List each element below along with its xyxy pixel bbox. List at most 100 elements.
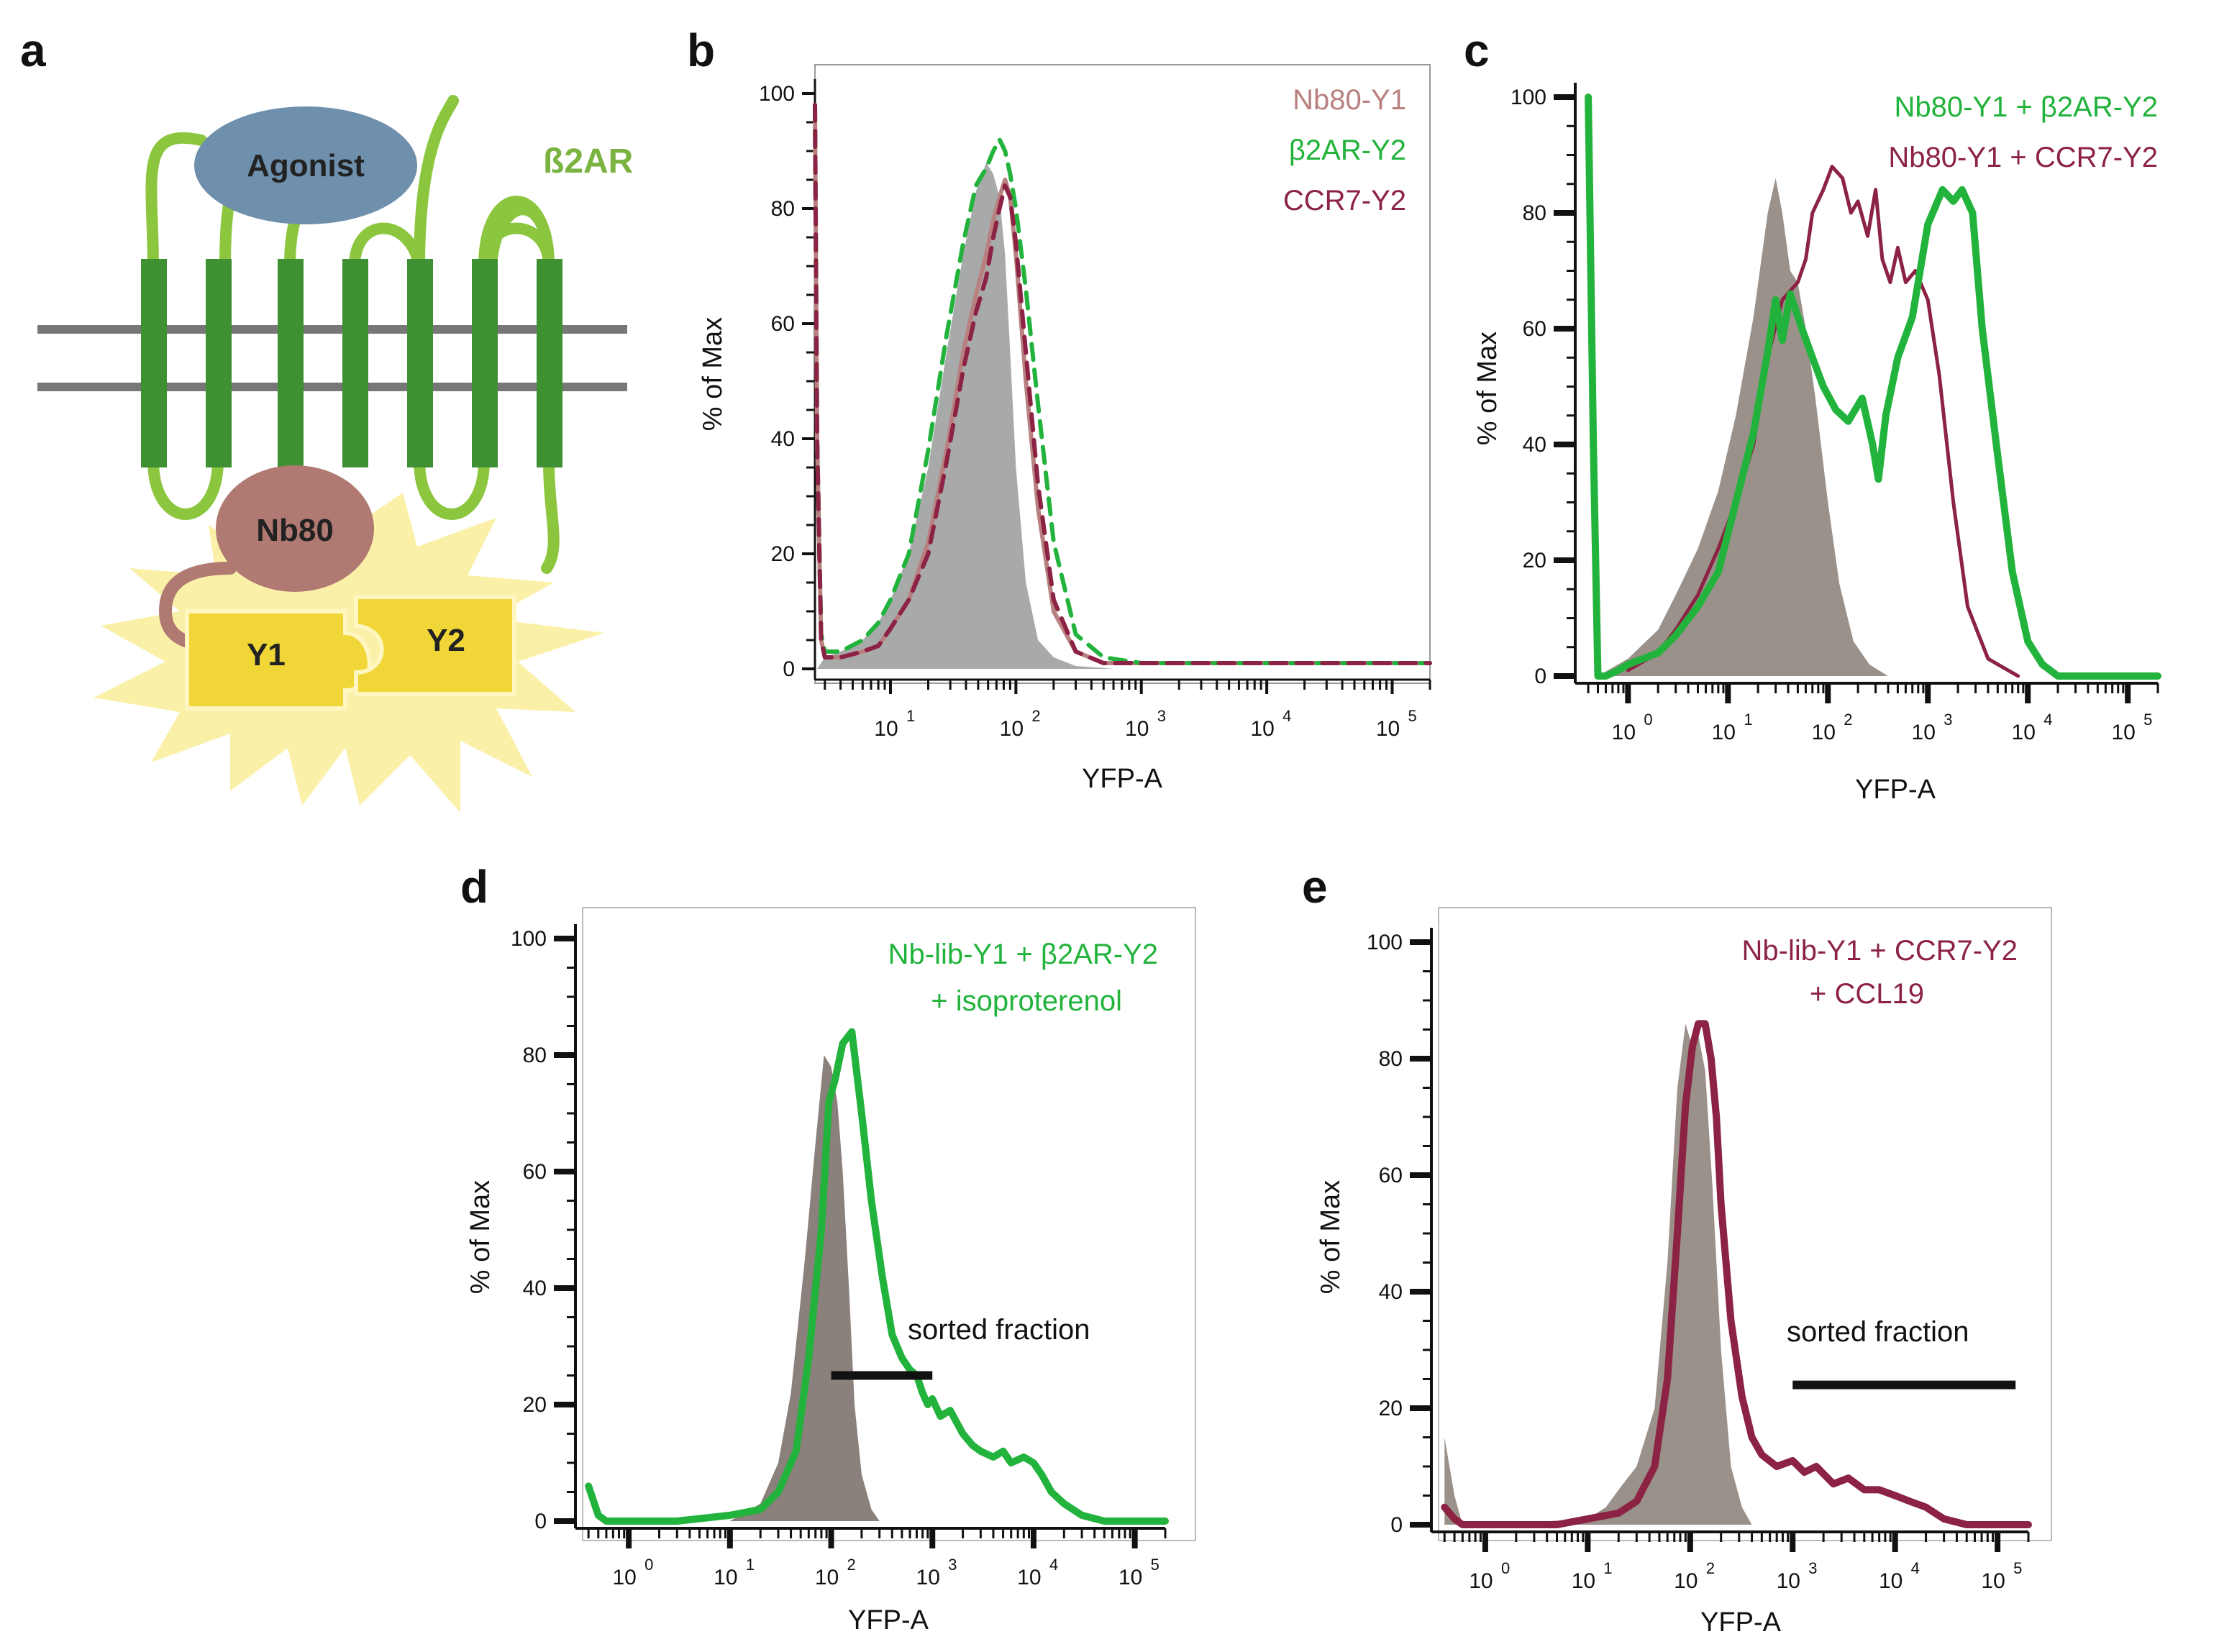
panel-d-xtick-exponent: 5 <box>1151 1556 1159 1574</box>
panel-d-xtick-exponent: 4 <box>1049 1556 1058 1574</box>
panel-c-series-2 <box>1585 93 2161 680</box>
panel-b-xtick-exponent: 1 <box>906 707 915 725</box>
panel-b-xlabel: YFP-A <box>1082 764 1163 794</box>
agonist-label: Agonist <box>247 148 365 183</box>
panel-b-series-2 <box>813 103 1432 665</box>
panel-b-ylabel: % of Max <box>698 317 728 431</box>
panel-c-xlabel: YFP-A <box>1855 775 1936 805</box>
y2-fragment <box>354 595 516 696</box>
panel-c-xtick-exponent: 4 <box>2043 711 2052 729</box>
receptor-label: ß2AR <box>543 142 633 181</box>
panel-e-legend-line2: + CCL19 <box>1810 978 1924 1010</box>
panel-b-xtick-exponent: 4 <box>1282 707 1291 725</box>
panel-d-ytick-label: 0 <box>534 1510 547 1533</box>
panel-b-legend-b2ar: β2AR-Y2 <box>1289 134 1406 166</box>
agonist-ellipse <box>194 106 417 224</box>
panel-e-ytick-label: 60 <box>1379 1164 1403 1187</box>
panel-d-legend-line2: + isoproterenol <box>931 985 1122 1017</box>
panel-d-xtick-exponent: 2 <box>847 1556 856 1574</box>
panel-e-xtick-label: 10 <box>1469 1569 1493 1593</box>
panel-d-xtick-label: 10 <box>1017 1566 1041 1589</box>
panel-c-ylabel: % of Max <box>1472 332 1503 445</box>
panel-e-ytick-label: 40 <box>1379 1280 1403 1304</box>
panel-b-ytick-label: 0 <box>783 657 795 681</box>
panel-e-sorted-fraction-label: sorted fraction <box>1787 1316 1969 1348</box>
panel-b-series-3 <box>813 103 1432 665</box>
panel-e-ytick-label: 100 <box>1367 931 1403 954</box>
panel-d-ytick-label: 40 <box>523 1277 547 1300</box>
panel-d-ytick-label: 60 <box>523 1160 547 1184</box>
panel-c-ytick-label: 60 <box>1523 317 1546 341</box>
panel-b-ytick-label: 80 <box>771 197 795 221</box>
panel-b-ytick-label: 100 <box>759 82 795 106</box>
panel-c-xtick-label: 10 <box>1912 721 1936 744</box>
panel-c-xtick-label: 10 <box>1712 721 1736 744</box>
panel-a-diagram: a <box>20 24 633 813</box>
panel-c-xtick-exponent: 2 <box>1844 711 1852 729</box>
panel-b-ytick-label: 40 <box>771 427 795 451</box>
panel-a-label: a <box>20 24 46 76</box>
panel-e-ylabel: % of Max <box>1316 1180 1346 1294</box>
panel-d-series-control-fill <box>729 1055 880 1521</box>
panel-e-xtick-label: 10 <box>1777 1569 1800 1593</box>
y1-fragment <box>185 609 372 711</box>
panel-c-xtick-exponent: 1 <box>1744 711 1752 729</box>
panel-d-xtick-label: 10 <box>916 1566 940 1589</box>
panel-e-xtick-label: 10 <box>1572 1569 1595 1593</box>
panel-d-xtick-exponent: 1 <box>746 1556 755 1574</box>
panel-b-xtick-label: 10 <box>1250 717 1274 741</box>
panel-b-xtick-exponent: 2 <box>1031 707 1040 725</box>
panel-b-label: b <box>687 24 715 76</box>
panel-d-ytick-label: 20 <box>523 1393 547 1417</box>
panel-c-legend-ccr7: Nb80-Y1 + CCR7-Y2 <box>1888 142 2158 173</box>
panel-c-xtick-label: 10 <box>1812 721 1836 744</box>
panel-d-ytick-label: 80 <box>523 1044 547 1067</box>
panel-d-ylabel: % of Max <box>465 1180 496 1294</box>
panel-c-ytick-label: 40 <box>1523 433 1546 457</box>
panel-c-ytick-label: 20 <box>1523 549 1546 572</box>
panel-b-chart: b 0 20 40 60 80 100 10 1 10 2 10 3 10 4 10 5 % of Max Y… <box>687 24 1432 794</box>
panel-c-xtick-exponent: 5 <box>2143 711 2152 729</box>
panel-b-xtick-label: 10 <box>1000 717 1024 741</box>
panel-d-xtick-exponent: 0 <box>644 1556 653 1574</box>
y2-label: Y2 <box>427 623 465 658</box>
panel-e-series-1 <box>1441 1020 2032 1528</box>
panel-b-legend-nb80: Nb80-Y1 <box>1293 84 1406 116</box>
panel-e-xtick-label: 10 <box>1981 1569 2005 1593</box>
panel-d-label: d <box>460 861 488 913</box>
panel-e-xlabel: YFP-A <box>1700 1607 1782 1638</box>
panel-c-xtick-label: 10 <box>2111 721 2135 744</box>
panel-e-xtick-label: 10 <box>1879 1569 1903 1593</box>
panel-e-xtick-exponent: 1 <box>1603 1559 1612 1577</box>
panel-b-series-control-fill <box>816 163 1114 669</box>
panel-c-label: c <box>1464 24 1490 76</box>
panel-d-xlabel: YFP-A <box>848 1605 929 1635</box>
panel-e-ytick-label: 80 <box>1379 1047 1403 1071</box>
nb80-ellipse <box>216 465 374 592</box>
panel-b-xtick-exponent: 3 <box>1157 707 1166 725</box>
panel-d-xtick-exponent: 3 <box>948 1556 957 1574</box>
panel-b-ytick-label: 20 <box>771 542 795 566</box>
panel-e-label: e <box>1302 861 1328 913</box>
panel-d-ytick-label: 100 <box>511 927 547 951</box>
panel-b-xtick-exponent: 5 <box>1408 707 1417 725</box>
panel-b-xtick-label: 10 <box>1376 717 1400 741</box>
panel-c-xtick-exponent: 0 <box>1644 711 1652 729</box>
panel-b-plot: 0 20 40 60 80 100 10 1 10 2 10 3 10 4 10 5 <box>759 79 1432 741</box>
transmembrane-helices <box>141 259 562 467</box>
panel-c-xtick-label: 10 <box>2012 721 2036 744</box>
panel-e-xtick-label: 10 <box>1674 1569 1698 1593</box>
panel-d-xtick-label: 10 <box>815 1566 839 1589</box>
panel-c-legend-b2ar: Nb80-Y1 + β2AR-Y2 <box>1894 91 2158 123</box>
panel-b-legend-ccr7: CCR7-Y2 <box>1283 185 1406 216</box>
panel-e-xtick-exponent: 5 <box>2013 1559 2022 1577</box>
nb80-linker <box>158 562 237 650</box>
panel-b-xtick-label: 10 <box>874 717 898 741</box>
panel-e-xtick-exponent: 2 <box>1706 1559 1715 1577</box>
panel-b-xtick-label: 10 <box>1125 717 1149 741</box>
panel-e-ytick-label: 0 <box>1390 1513 1403 1537</box>
